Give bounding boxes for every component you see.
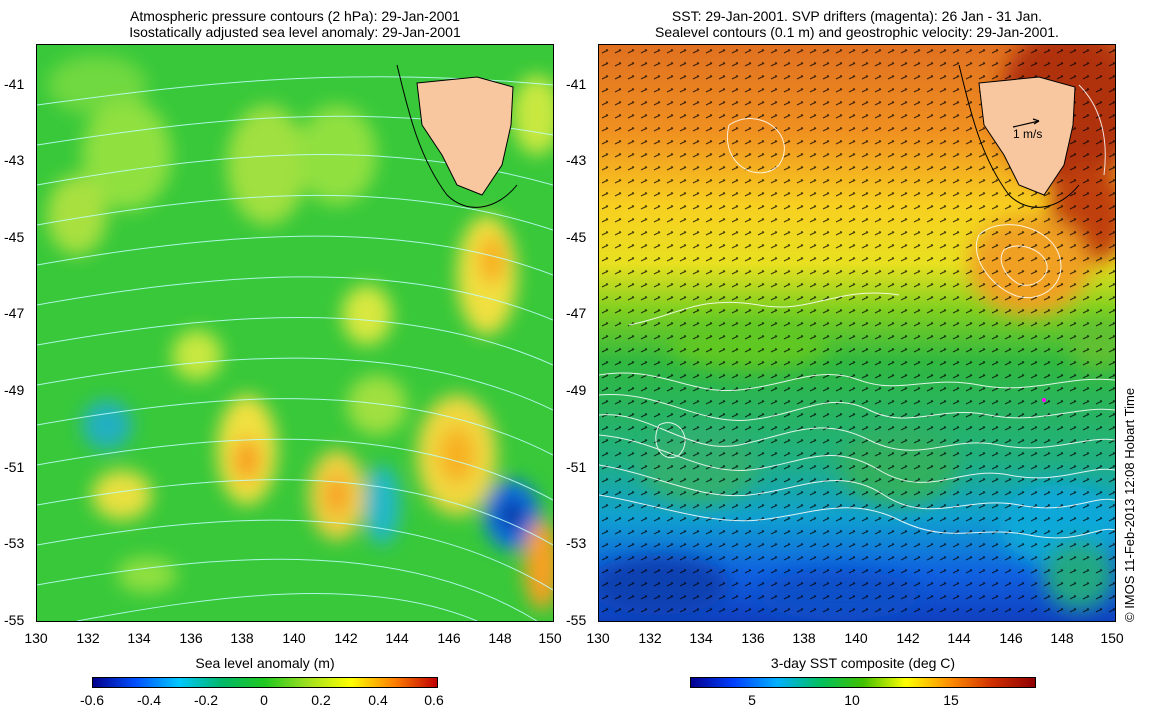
lat-tick: -41 (4, 76, 25, 92)
lat-tick: -43 (4, 152, 25, 168)
lon-tick: 146 (437, 630, 461, 646)
lon-tick: 134 (127, 630, 151, 646)
right-title-line1: SST: 29-Jan-2001. SVP drifters (magenta)… (671, 8, 1043, 24)
lon-tick: 148 (488, 630, 512, 646)
sst-map-svg (599, 45, 1115, 621)
sea-level-anomaly-map (36, 44, 554, 622)
lon-tick: 148 (1050, 630, 1074, 646)
lat-tick: -51 (4, 459, 25, 475)
copyright-notice: © IMOS 11-Feb-2013 12:08 Hobart Time (1122, 387, 1137, 622)
lon-tick: 136 (179, 630, 203, 646)
lat-tick: -49 (566, 382, 587, 398)
left-title-line2: Isostatically adjusted sea level anomaly… (129, 24, 461, 40)
lon-tick: 136 (741, 630, 765, 646)
lat-tick: -45 (566, 229, 587, 245)
lon-tick: 140 (844, 630, 868, 646)
lon-tick: 150 (1100, 630, 1124, 646)
coastline-outline (958, 64, 1080, 208)
lon-tick: 144 (385, 630, 409, 646)
sla-colorbar (92, 677, 438, 688)
sst-colorbar-tick: 5 (748, 692, 756, 708)
coastline-outline (396, 64, 518, 208)
lon-tick: 140 (282, 630, 306, 646)
sst-colorbar-tick: 15 (943, 692, 959, 708)
lon-tick: 142 (334, 630, 358, 646)
lat-tick: -41 (566, 76, 587, 92)
left-title: Atmospheric pressure contours (2 hPa): 2… (36, 8, 554, 40)
velocity-scale-arrow (1012, 118, 1040, 128)
right-title-line2: Sealevel contours (0.1 m) and geostrophi… (655, 24, 1059, 40)
right-title: SST: 29-Jan-2001. SVP drifters (magenta)… (598, 8, 1116, 40)
left-title-line1: Atmospheric pressure contours (2 hPa): 2… (130, 8, 460, 24)
lat-tick: -47 (4, 305, 25, 321)
lon-tick: 138 (230, 630, 254, 646)
sst-colorbar-tick: 10 (844, 692, 860, 708)
svp-drifter-marker (1042, 398, 1046, 402)
sla-colorbar-tick: 0.4 (368, 692, 388, 708)
sst-colorbar (690, 677, 1036, 688)
sla-colorbar-tick: -0.6 (79, 692, 105, 708)
sla-colorbar-label: Sea level anomaly (m) (195, 655, 335, 671)
sla-colorbar-tick: -0.4 (136, 692, 162, 708)
sst-map: 1 m/s (598, 44, 1116, 622)
lat-tick: -45 (4, 229, 25, 245)
lon-tick: 146 (999, 630, 1023, 646)
lon-tick: 130 (24, 630, 48, 646)
tasmania-land (416, 76, 514, 196)
sla-colorbar-tick: 0.6 (424, 692, 444, 708)
lon-tick: 132 (638, 630, 662, 646)
lat-tick: -53 (566, 535, 587, 551)
velocity-scale-label: 1 m/s (1013, 127, 1043, 141)
lat-tick: -43 (566, 152, 587, 168)
lon-tick: 142 (896, 630, 920, 646)
lon-tick: 132 (76, 630, 100, 646)
lat-tick: -55 (566, 612, 587, 628)
sealevel-contours (599, 84, 1115, 539)
lon-tick: 130 (586, 630, 610, 646)
lon-tick: 138 (792, 630, 816, 646)
lat-tick: -53 (4, 535, 25, 551)
sla-colorbar-tick: 0.2 (311, 692, 331, 708)
lon-tick: 144 (947, 630, 971, 646)
sla-map-svg (37, 45, 553, 621)
lon-tick: 150 (538, 630, 562, 646)
sst-colorbar-label: 3-day SST composite (deg C) (770, 655, 956, 671)
sla-colorbar-tick: -0.2 (193, 692, 219, 708)
tasmania-land (978, 76, 1076, 196)
lat-tick: -55 (4, 612, 25, 628)
lat-tick: -47 (566, 305, 587, 321)
lat-tick: -51 (566, 459, 587, 475)
sla-anomaly-blobs (47, 55, 553, 610)
lat-tick: -49 (4, 382, 25, 398)
lon-tick: 134 (689, 630, 713, 646)
sla-colorbar-tick: 0 (260, 692, 268, 708)
